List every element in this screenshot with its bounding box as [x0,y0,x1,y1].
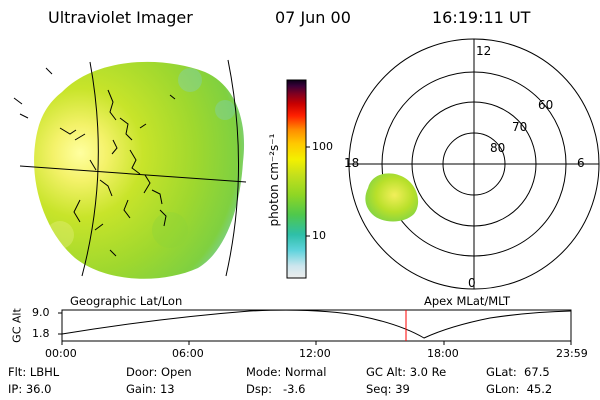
auroral-blob [365,173,419,222]
alt-xtick-2359: 23:59 [556,347,588,360]
alt-ylabel: GC Alt [10,308,24,343]
dsp-readout: Dsp: -3.6 [246,382,306,396]
filter-readout: Flt: LBHL [8,365,60,379]
colorbar [286,79,310,279]
ip-readout: IP: 36.0 [8,382,52,396]
glat-readout: GLat: 67.5 [486,365,550,379]
instrument-title: Ultraviolet Imager [48,8,193,27]
colorbar-unit-label: photon cm⁻²s⁻¹ [267,133,281,227]
alt-ytick-9: 9.0 [32,306,50,319]
alt-ytick-1-8: 1.8 [32,327,50,340]
mode-readout: Mode: Normal [246,365,327,379]
lat-label-70: 70 [512,120,528,134]
geo-grid [19,59,247,277]
door-readout: Door: Open [126,365,192,379]
lat-label-60: 60 [538,98,554,112]
mlt-label-6: 6 [577,156,585,170]
glon-readout: GLon: 45.2 [486,382,553,396]
gain-readout: Gain: 13 [126,382,175,396]
mlt-label-12: 12 [476,44,492,58]
geographic-label: Geographic Lat/Lon [70,294,183,308]
alt-xtick-0000: 00:00 [45,347,77,360]
geographic-image [13,59,247,279]
date-label: 07 Jun 00 [275,8,351,27]
seq-readout: Seq: 39 [366,382,410,396]
colorbar-tick-10: 10 [312,229,326,242]
mlt-label-18: 18 [344,156,360,170]
lat-label-80: 80 [490,141,506,155]
altitude-plot [58,309,572,345]
apex-label: Apex MLat/MLT [424,294,511,308]
edge-ticks [13,67,53,119]
mlt-label-0: 0 [468,276,476,290]
alt-xtick-1800: 18:00 [427,347,459,360]
alt-xtick-0600: 06:00 [172,347,204,360]
gc-alt-readout: GC Alt: 3.0 Re [366,365,447,379]
polar-plot [348,38,600,290]
time-label: 16:19:11 UT [432,8,531,27]
coastline-lines [59,89,176,257]
colorbar-tick-100: 100 [312,140,333,153]
alt-xtick-1200: 12:00 [299,347,331,360]
